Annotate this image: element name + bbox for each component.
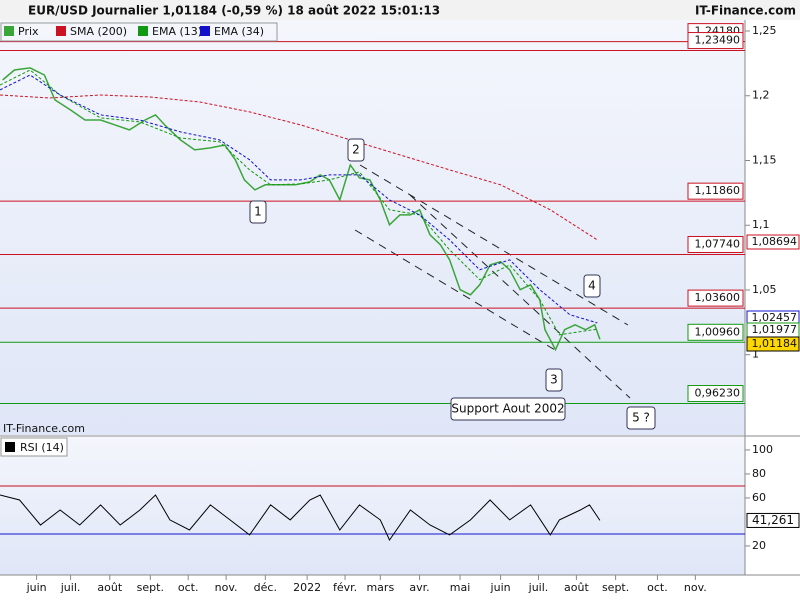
y-tick-label: 1,15: [752, 153, 777, 166]
channel-line: [359, 164, 629, 326]
trend-channel: [354, 164, 631, 399]
annotation-box: [347, 138, 365, 162]
legend-swatch: [4, 26, 14, 36]
last-value-tag: [746, 512, 800, 528]
annotation: 2: [352, 143, 360, 157]
series-line: [0, 94, 598, 241]
legend-swatch: [200, 26, 210, 36]
chart-title: EUR/USD Journalier 1,01184 (-0,59 %) 18 …: [28, 4, 440, 18]
last-value-label: 1,01977: [752, 323, 798, 336]
last-value-label: 1,01184: [752, 337, 798, 350]
x-tick-label: avr.: [409, 581, 429, 594]
legend-frame: [0, 22, 278, 42]
last-value-label: 1,08694: [752, 235, 798, 248]
rsi-line: [0, 494, 601, 542]
rsi-legend-frame: [0, 437, 68, 457]
y-tick-label: 100: [752, 443, 773, 456]
series-line: [2, 67, 601, 352]
x-tick-label: août: [97, 581, 122, 594]
price-panel: [0, 20, 745, 435]
legend-swatch: [5, 442, 15, 452]
annotation-box: [450, 397, 566, 421]
y-tick-label: 1,25: [752, 24, 777, 37]
legend-label: Prix: [18, 25, 39, 38]
x-tick-label: mai: [450, 581, 471, 594]
x-tick-label: mars: [366, 581, 394, 594]
legend-label: RSI (14): [20, 441, 64, 454]
series-line: [0, 69, 598, 336]
legend-label: EMA (13): [152, 25, 202, 38]
y-tick-label: 80: [752, 467, 766, 480]
x-tick-label: nov.: [684, 581, 707, 594]
level-label: 0,96230: [695, 387, 741, 400]
level-label: 1,00960: [695, 325, 741, 338]
x-tick-label: nov.: [215, 581, 238, 594]
x-tick-label: 2022: [293, 581, 321, 594]
level-label-box: [687, 323, 744, 341]
level-label: 1,07740: [695, 237, 741, 250]
channel-line: [354, 229, 556, 351]
header-bar: [0, 0, 800, 20]
last-value-tag: [746, 336, 800, 352]
x-tick-label: déc.: [254, 581, 277, 594]
last-value-label: 1,02457: [752, 311, 798, 324]
watermark: IT-Finance.com: [3, 422, 85, 435]
y-tick-label: 1,05: [752, 283, 777, 296]
level-label-box: [687, 182, 744, 200]
channel-line: [409, 194, 631, 399]
annotation-box: [249, 200, 267, 224]
source: IT-Finance.com: [695, 4, 796, 18]
x-tick-label: oct.: [647, 581, 668, 594]
x-tick-label: juin: [490, 581, 511, 594]
annotation-box: [626, 406, 656, 430]
x-tick-label: oct.: [178, 581, 199, 594]
level-label: 1,23490: [695, 34, 741, 47]
level-label: 1,03600: [695, 291, 741, 304]
legend-swatch: [138, 26, 148, 36]
level-label-box: [687, 289, 744, 307]
series-line: [0, 74, 598, 324]
annotation: 4: [588, 279, 596, 293]
y-tick-label: 1: [752, 348, 759, 361]
x-tick-label: févr.: [333, 581, 357, 594]
y-tick-label: 1,1: [752, 218, 770, 231]
x-tick-label: sept.: [602, 581, 629, 594]
annotation-box: [583, 274, 601, 298]
annotation-box: [545, 368, 563, 392]
last-value-tag: [746, 234, 800, 250]
level-label-box: [687, 32, 744, 50]
rsi-panel: [0, 437, 745, 575]
x-tick-label: juil.: [528, 581, 549, 594]
y-tick-label: 20: [752, 539, 766, 552]
y-tick-label: 1,2: [752, 89, 770, 102]
annotation: 1: [254, 205, 262, 219]
x-tick-label: sept.: [137, 581, 164, 594]
x-tick-label: juil.: [60, 581, 81, 594]
last-value-label: 41,261: [752, 513, 794, 527]
annotation: 3: [550, 373, 558, 387]
legend-label: SMA (200): [70, 25, 127, 38]
legend-swatch: [56, 26, 66, 36]
level-label: 1,11860: [695, 184, 741, 197]
x-tick-label: août: [564, 581, 589, 594]
level-label-box: [687, 235, 744, 253]
legend-label: EMA (34): [214, 25, 264, 38]
x-tick-label: juin: [26, 581, 47, 594]
annotation: Support Aout 2002: [451, 402, 564, 416]
y-tick-label: 60: [752, 491, 766, 504]
level-label-box: [687, 385, 744, 403]
annotation: 5 ?: [632, 411, 650, 425]
